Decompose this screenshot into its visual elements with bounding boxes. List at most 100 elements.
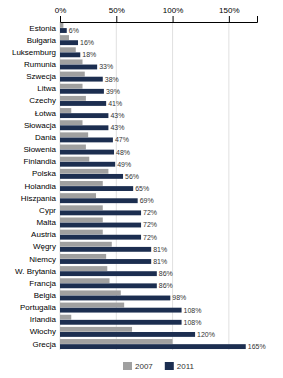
tick: Bułgaria: [27, 36, 60, 45]
plot: 6%16%18%33%38%39%41%43%43%47%48%49%56%65…: [12, 6, 266, 350]
bar: [60, 120, 83, 125]
bar: [60, 332, 195, 337]
tick: 150%: [219, 6, 239, 22]
tick-mark: [116, 16, 117, 22]
tick-label: Grecja: [32, 340, 56, 349]
y-axis: EstoniaBułgariaLuksemburgRumuniaSzwecjaL…: [12, 24, 60, 349]
tick-label: Luksemburg: [12, 48, 56, 57]
tick-label: Malta: [36, 218, 56, 227]
bar: [60, 132, 88, 137]
bar: [60, 150, 114, 155]
bar: [60, 217, 103, 222]
tick: Włochy: [30, 327, 60, 336]
bar: [60, 235, 141, 240]
tick: Hiszpania: [21, 194, 60, 203]
bar: [60, 247, 151, 252]
tick: Cypr: [39, 206, 60, 215]
bar: [60, 198, 138, 203]
data-label: 65%: [135, 185, 149, 192]
bar: [60, 181, 103, 186]
data-label: 86%: [159, 282, 173, 289]
data-label: 165%: [248, 343, 266, 350]
bar: [60, 320, 182, 325]
bar: [60, 23, 63, 28]
tick-mark: [173, 16, 174, 22]
tick-label: Portugalia: [20, 303, 57, 312]
legend-label: 2011: [177, 362, 195, 371]
axis-line: [61, 16, 258, 23]
data-label: 81%: [153, 246, 167, 253]
tick: Luksemburg: [12, 48, 60, 57]
bar: [60, 145, 86, 150]
data-label: 6%: [69, 27, 79, 34]
tick: Czechy: [29, 96, 60, 105]
bar: [60, 84, 83, 89]
bar: [60, 47, 76, 52]
tick: Niemcy: [29, 255, 60, 264]
data-label: 43%: [110, 124, 124, 131]
bar: [60, 308, 182, 313]
grid-line: [228, 22, 229, 350]
bar: [60, 174, 123, 179]
data-label: 18%: [82, 51, 96, 58]
legend-item: 2007: [123, 362, 153, 371]
tick-label: Francja: [29, 279, 56, 288]
bar: [60, 35, 69, 40]
tick-label: Estonia: [29, 24, 56, 33]
bar: [60, 266, 107, 271]
bar: [60, 290, 121, 295]
tick: Szwecja: [26, 72, 60, 81]
bar: [60, 52, 80, 57]
bars: [60, 23, 246, 349]
tick: Francja: [29, 279, 60, 288]
tick-label: Finlandia: [24, 157, 57, 166]
data-labels: 6%16%18%33%38%39%41%43%43%47%48%49%56%65…: [69, 27, 266, 350]
bar: [60, 137, 113, 142]
data-label: 120%: [197, 331, 215, 338]
data-label: 72%: [143, 209, 157, 216]
bar: [60, 271, 157, 276]
data-label: 47%: [115, 136, 129, 143]
tick-label: Litwa: [37, 84, 56, 93]
bar: [60, 223, 141, 228]
bar: [60, 72, 85, 77]
bar: [60, 169, 108, 174]
tick-label: Szwecja: [26, 72, 56, 81]
bar: [60, 242, 112, 247]
tick-label: Włochy: [30, 327, 56, 336]
tick: Węgry: [33, 242, 60, 251]
tick: Litwa: [37, 84, 60, 93]
data-label: 86%: [159, 270, 173, 277]
legend-swatch: [123, 362, 132, 370]
bar: [60, 89, 104, 94]
tick: 50%: [109, 6, 125, 22]
tick-label: Irlandia: [30, 315, 57, 324]
bar: [60, 59, 83, 64]
bar: [60, 193, 96, 198]
tick: 100%: [163, 6, 183, 22]
tick: Holandia: [24, 182, 60, 191]
bar: [60, 113, 108, 118]
data-label: 72%: [143, 221, 157, 228]
tick-label: Holandia: [24, 182, 56, 191]
bar: [60, 210, 141, 215]
tick: Malta: [36, 218, 60, 227]
bar: [60, 186, 133, 191]
data-label: 33%: [99, 63, 113, 70]
bar: [60, 40, 78, 45]
series: [60, 28, 246, 349]
bar: [60, 205, 103, 210]
chart: 6%16%18%33%38%39%41%43%43%47%48%49%56%65…: [0, 0, 283, 378]
tick-label: Słowenia: [24, 145, 57, 154]
bar: [60, 28, 67, 33]
bar: [60, 157, 89, 162]
bar: [60, 108, 71, 113]
data-label: 69%: [140, 197, 154, 204]
data-label: 41%: [108, 100, 122, 107]
bar: [60, 254, 106, 259]
x-axis: 0%50%100%150%: [55, 6, 258, 23]
tick: Estonia: [29, 24, 60, 33]
bar: [60, 162, 115, 167]
tick-label: Słowacja: [24, 121, 57, 130]
tick: Dania: [35, 133, 60, 142]
